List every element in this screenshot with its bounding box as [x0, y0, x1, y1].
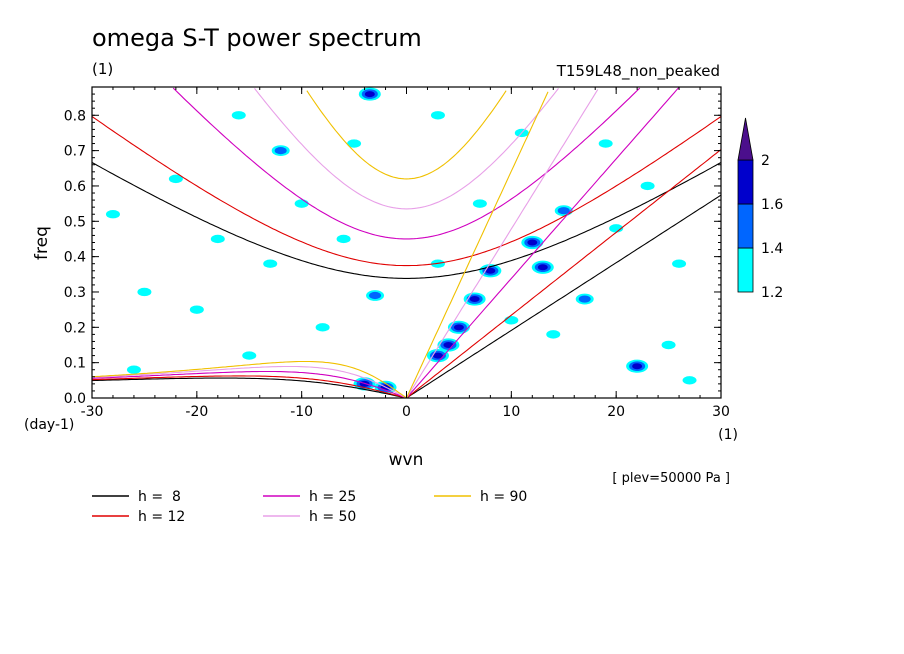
power-contour-blob [661, 340, 676, 350]
power-contour-blob [672, 259, 687, 268]
y-tick-label: 0.2 [64, 320, 86, 336]
colorbar-label: 1.2 [761, 285, 783, 301]
power-contour-blob [294, 199, 309, 208]
colorbar-label: 2 [761, 153, 770, 169]
power-contour-blob [105, 210, 120, 219]
dispersion-curves [91, 86, 722, 399]
x-tick-label: 10 [502, 404, 520, 420]
y-tick-label: 0.7 [64, 144, 86, 160]
dispersion-curve-kelvin [406, 149, 722, 399]
power-contour-blob [210, 234, 225, 244]
power-contour-blob [242, 351, 257, 360]
power-contour-blob [472, 199, 487, 208]
power-contour-blob [364, 91, 375, 98]
x-tick-label: 30 [712, 404, 730, 420]
y-tick-label: 0.3 [64, 285, 86, 301]
power-contour-blob [598, 139, 613, 148]
chart-title: omega S-T power spectrum [92, 24, 422, 52]
y-tick-label: 0.6 [64, 179, 86, 195]
dispersion-curve-ig1 [306, 90, 507, 180]
x-tick-label: 0 [402, 404, 411, 420]
y-tick-label: 0.4 [64, 250, 86, 266]
dispersion-curve-ig1 [91, 116, 722, 267]
dispersion-curve-er [91, 375, 407, 399]
power-contour-blob [504, 316, 519, 325]
legend-label: h = 25 [309, 489, 356, 505]
power-contour-blob [578, 295, 591, 303]
y-tick-label: 0.8 [64, 108, 86, 124]
power-contour-blob [430, 111, 445, 120]
legend-label: h = 8 [138, 489, 181, 505]
dispersion-curve-ig1 [91, 162, 722, 279]
x-tick-label: -10 [290, 404, 313, 420]
dispersion-curve-er [91, 370, 407, 399]
power-contour-blob [126, 365, 141, 374]
power-contour-blob [632, 363, 643, 370]
y-tick-label: 0.5 [64, 214, 86, 230]
power-contour-blob [546, 330, 561, 339]
legend-label: h = 90 [480, 489, 527, 505]
colorbar-segment [737, 203, 754, 249]
power-contour-blob [443, 341, 454, 348]
power-contour-blob [453, 324, 464, 331]
power-contour-blob [369, 291, 382, 300]
dispersion-curve-kelvin [406, 89, 599, 399]
dispersion-curve-er [91, 377, 407, 399]
colorbar-arrow [737, 117, 754, 161]
power-contour-blob [640, 181, 655, 191]
power-contour-blob [557, 207, 570, 215]
x-tick-label: -20 [185, 404, 208, 420]
chart-subtitle-left: (1) [92, 60, 113, 78]
chart-subtitle-right: T159L48_non_peaked [556, 62, 720, 81]
power-contour-blob [137, 287, 152, 297]
colorbar-label: 1.6 [761, 197, 783, 213]
x-tick-label: -30 [81, 404, 104, 420]
power-contour-blob [189, 305, 204, 314]
power-contour-blob [168, 174, 183, 184]
axis-ticks: -30 -20 -10 0 10 20 30 0.0 0.1 0.2 0.3 0.4 0.5 0.6 0.7… [64, 87, 730, 420]
dispersion-curve-kelvin [406, 194, 722, 399]
dispersion-curve-er [91, 360, 407, 399]
legend: h = 8 h = 12 h = 25 h = 50 h = 90 [92, 489, 527, 525]
power-contour-blob [336, 234, 351, 244]
dispersion-curve-kelvin [406, 86, 680, 399]
legend-label: h = 50 [309, 509, 356, 525]
power-contour-blob [609, 224, 624, 233]
power-contour-blob [469, 296, 480, 303]
plev-annotation: [ plev=50000 Pa ] [612, 471, 730, 486]
power-contour-blob [263, 259, 278, 268]
power-contours [105, 87, 697, 394]
power-contour-blob [485, 267, 496, 274]
power-contour-blob [274, 147, 287, 155]
dispersion-curve-ig1 [172, 87, 641, 240]
x-tick-label: 20 [607, 404, 625, 420]
power-contour-blob [231, 111, 246, 120]
power-contour-blob [537, 264, 548, 271]
y-tick-label: 0.1 [64, 356, 86, 372]
y-tick-label: 0.0 [64, 391, 86, 407]
colorbar-label: 1.4 [761, 241, 783, 257]
power-contour-blob [347, 139, 362, 148]
dispersion-curve-kelvin [405, 91, 549, 399]
power-contour-blob [527, 239, 538, 246]
colorbar: 1.2 1.4 1.6 2 [737, 117, 783, 301]
x-axis-label: wvn [389, 450, 424, 470]
plot-frame [91, 86, 722, 399]
power-contour-blob [682, 376, 697, 385]
colorbar-segment [737, 159, 754, 205]
power-contour-blob [315, 323, 330, 332]
colorbar-segment [737, 247, 754, 293]
x-unit-label: (1) [718, 427, 738, 443]
dispersion-curve-er [91, 365, 407, 399]
y-unit-label: (day-1) [24, 417, 74, 433]
dispersion-curve-ig1 [254, 88, 559, 210]
legend-label: h = 12 [138, 509, 185, 525]
y-axis-label: freq [32, 226, 52, 260]
power-contour-blob [432, 352, 443, 359]
